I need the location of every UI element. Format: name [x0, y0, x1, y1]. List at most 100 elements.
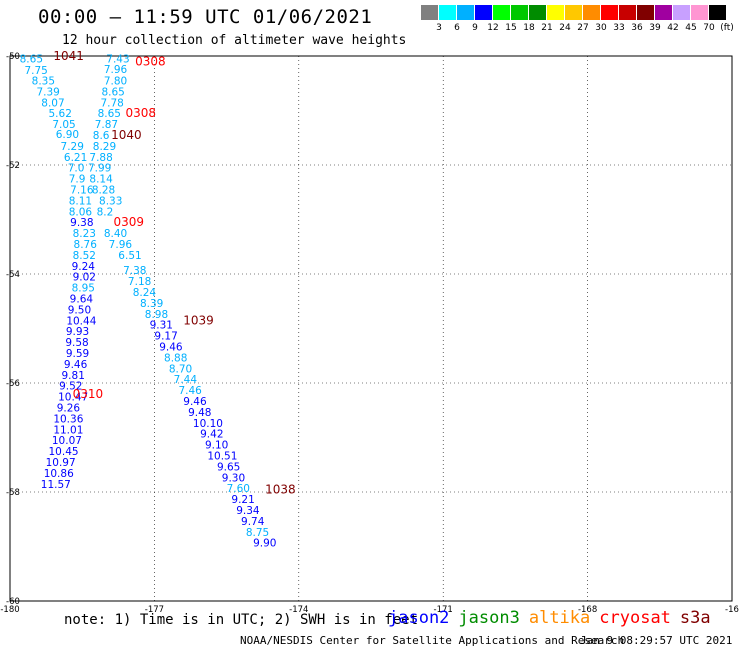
wave-height-label: 9.74	[241, 516, 265, 528]
legend-label: 12	[487, 23, 499, 33]
grid-lines	[9, 55, 733, 602]
legend-swatch	[601, 5, 618, 20]
wave-height-label: 10.36	[53, 413, 83, 425]
legend-swatch	[691, 5, 708, 20]
wave-height-label: 10.86	[44, 468, 74, 480]
wave-height-label: 7.29	[61, 141, 84, 153]
wave-height-label: 9.81	[62, 370, 85, 382]
wave-height-label: 9.64	[70, 294, 94, 306]
satellite-name: jason3	[458, 608, 520, 628]
legend-label: 70	[703, 23, 715, 33]
wave-height-label: 8.33	[99, 195, 122, 207]
wave-height-label: 7.18	[128, 276, 151, 288]
legend-label: 3	[436, 23, 442, 33]
wave-height-label: 8.07	[41, 97, 64, 109]
legend-swatch	[583, 5, 600, 20]
pass-time-label: 1041	[53, 49, 84, 63]
legend-label: 24	[559, 23, 571, 33]
wave-height-label: 9.31	[150, 320, 173, 332]
wave-height-label: 5.62	[49, 108, 72, 120]
footnote: note: 1) Time is in UTC; 2) SWH is in fe…	[64, 612, 419, 628]
wave-height-label: 9.26	[57, 403, 81, 415]
wave-height-label: 6.51	[118, 250, 141, 262]
y-tick-label: -52	[6, 161, 20, 171]
wave-height-label: 9.52	[59, 381, 82, 393]
wave-height-label: 7.16	[70, 185, 94, 197]
y-tick-label: -54	[6, 270, 20, 280]
x-tick-label: -171	[434, 605, 453, 615]
satellite-legend: jason2 jason3 altika cryosat s3a	[388, 608, 720, 628]
wave-height-label: 7.60	[227, 483, 250, 495]
legend-swatch	[673, 5, 690, 20]
wave-height-label: 11.01	[53, 424, 83, 436]
legend-label: 30	[595, 23, 607, 33]
wave-height-label: 9.50	[68, 304, 91, 316]
wave-height-label: 7.96	[104, 64, 128, 76]
legend-swatch	[493, 5, 510, 20]
pass-time-label: 0308	[135, 54, 166, 68]
plot-frame	[9, 55, 733, 602]
legend-swatch	[421, 5, 438, 20]
legend-swatch	[529, 5, 546, 20]
wave-height-label: 10.47	[58, 392, 88, 404]
legend-swatch	[439, 5, 456, 20]
wave-height-label: 8.65	[20, 54, 43, 66]
satellite-name: cryosat	[599, 608, 671, 628]
wave-height-label: 7.99	[88, 163, 111, 175]
wave-height-label: 9.24	[72, 261, 96, 273]
legend-label: 6	[454, 23, 460, 33]
wave-height-label: 9.65	[217, 461, 240, 473]
axis-ticks: -180 -177 -174 -171 -168 -16 -50 -52 -54 -56 -58 -6…	[0, 52, 739, 615]
wave-height-label: 8.39	[140, 298, 163, 310]
legend-label: 21	[541, 23, 553, 33]
wave-height-label: 7.0	[68, 163, 85, 175]
chart-title: 00:00 – 11:59 UTC 01/06/2021	[38, 6, 373, 28]
wave-height-label: 9.46	[183, 396, 207, 408]
wave-height-label: 7.44	[174, 374, 198, 386]
wave-height-label: 10.97	[46, 457, 76, 469]
wave-height-label: 10.07	[52, 435, 82, 447]
wave-height-label: 8.88	[164, 352, 187, 364]
wave-height-label: 8.11	[69, 195, 92, 207]
wave-height-label: 9.38	[70, 217, 93, 229]
wave-height-label: 7.87	[95, 119, 118, 131]
x-tick-label: -177	[145, 605, 164, 615]
wave-height-label: 8.06	[69, 206, 93, 218]
legend-label: 27	[577, 23, 589, 33]
wave-height-label: 9.48	[188, 407, 211, 419]
wave-height-label: 9.10	[205, 440, 228, 452]
wave-height-label: 6.90	[56, 129, 79, 141]
y-tick-label: -60	[6, 597, 20, 607]
wave-height-label: 9.58	[65, 337, 88, 349]
pass-time-label: 0310	[73, 387, 104, 401]
wave-height-label: 8.75	[246, 527, 269, 539]
wave-height-label: 8.98	[145, 309, 168, 321]
legend-swatch	[655, 5, 672, 20]
wave-height-label: 7.96	[109, 239, 133, 251]
wave-height-label: 8.29	[93, 141, 116, 153]
pass-time-labels: 1041 0308 0308 1040 0309 1039 0310 1038	[53, 49, 295, 496]
legend-unit: (ft)	[720, 23, 734, 33]
wave-height-label: 8.6	[93, 130, 110, 142]
wave-height-label: 7.75	[24, 65, 47, 77]
wave-height-label: 10.45	[49, 446, 79, 458]
legend-label: 9	[472, 23, 478, 33]
wave-height-label: 8.2	[97, 206, 114, 218]
wave-height-label: 8.76	[74, 239, 98, 251]
y-tick-label: -50	[6, 52, 20, 62]
wave-height-label: 8.95	[72, 283, 95, 295]
legend-label: 42	[667, 23, 679, 33]
wave-height-label: 9.46	[159, 341, 183, 353]
x-tick-label: -168	[578, 605, 597, 615]
legend-swatch	[565, 5, 582, 20]
wave-height-label: 7.43	[106, 54, 129, 66]
wave-height-label: 7.9	[69, 174, 86, 186]
wave-height-label: 9.59	[66, 348, 89, 360]
wave-height-label: 7.78	[100, 97, 123, 109]
wave-height-label: 10.10	[193, 418, 223, 430]
wave-height-label: 8.23	[73, 228, 96, 240]
wave-height-label: 7.88	[89, 152, 112, 164]
wave-height-label: 8.24	[133, 287, 157, 299]
wave-height-label: 7.39	[36, 86, 59, 98]
